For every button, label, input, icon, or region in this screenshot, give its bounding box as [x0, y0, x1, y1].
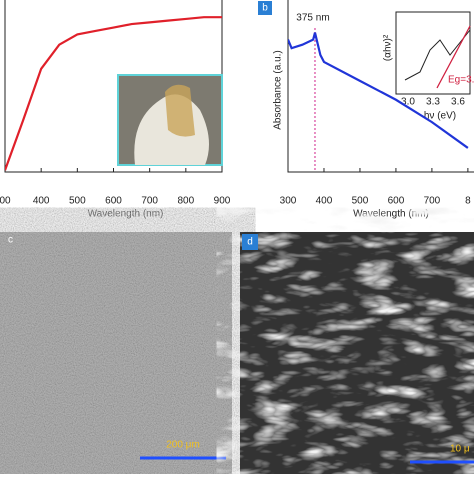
- x-tick-label: 8: [465, 196, 471, 207]
- x-axis-label: Wavelength (nm): [88, 209, 164, 220]
- panel-d: d 10 μ: [240, 232, 474, 474]
- photo: [117, 74, 223, 166]
- x-tick-label: 400: [33, 196, 50, 207]
- panel-label: d: [247, 237, 253, 248]
- x-tick-label: 600: [388, 196, 405, 207]
- panel-label: b: [262, 3, 268, 14]
- frame: [287, 0, 474, 173]
- gap-label: Eg=3.: [448, 75, 474, 86]
- inset-tick: 3.3: [426, 97, 440, 108]
- panel-badge: [258, 1, 272, 15]
- panel-label: c: [8, 235, 13, 246]
- panel-c: 200 μm: [0, 232, 232, 474]
- data-line: [5, 16, 222, 171]
- panel-b: b Absorbance (a.u.) (αhν)² 3.0 3.3 3.6 h…: [258, 0, 474, 220]
- data-line: [288, 32, 469, 149]
- x-tick-label: 00: [0, 196, 11, 207]
- inset-x-label: hν (eV): [424, 111, 456, 122]
- x-tick-label: 500: [352, 196, 369, 207]
- panel-a: 00 400 500 600 700 800 900 Wavelength (nm): [0, 0, 231, 220]
- y-axis-label: Absorbance (a.u.): [273, 50, 284, 130]
- x-tick-label: 800: [177, 196, 194, 207]
- x-tick-label: 400: [316, 196, 333, 207]
- x-tick-label: 900: [214, 196, 231, 207]
- annotation: 375 nm: [296, 13, 329, 24]
- x-tick-label: 600: [105, 196, 122, 207]
- x-tick-label: 300: [280, 196, 297, 207]
- scale-bar-label: 10 μ: [450, 444, 470, 455]
- inset-y-label: (αhν)²: [383, 34, 394, 61]
- scale-bar-label: 200 μm: [166, 440, 200, 451]
- inset-tick: 3.0: [401, 97, 415, 108]
- inset-tick: 3.6: [451, 97, 465, 108]
- x-tick-label: 700: [141, 196, 158, 207]
- x-tick-label: 700: [424, 196, 441, 207]
- x-axis-label: Wavelength (nm): [353, 209, 429, 220]
- x-tick-label: 500: [69, 196, 86, 207]
- inset: (αhν)² 3.0 3.3 3.6 hν (eV) Eg=3.: [383, 11, 474, 122]
